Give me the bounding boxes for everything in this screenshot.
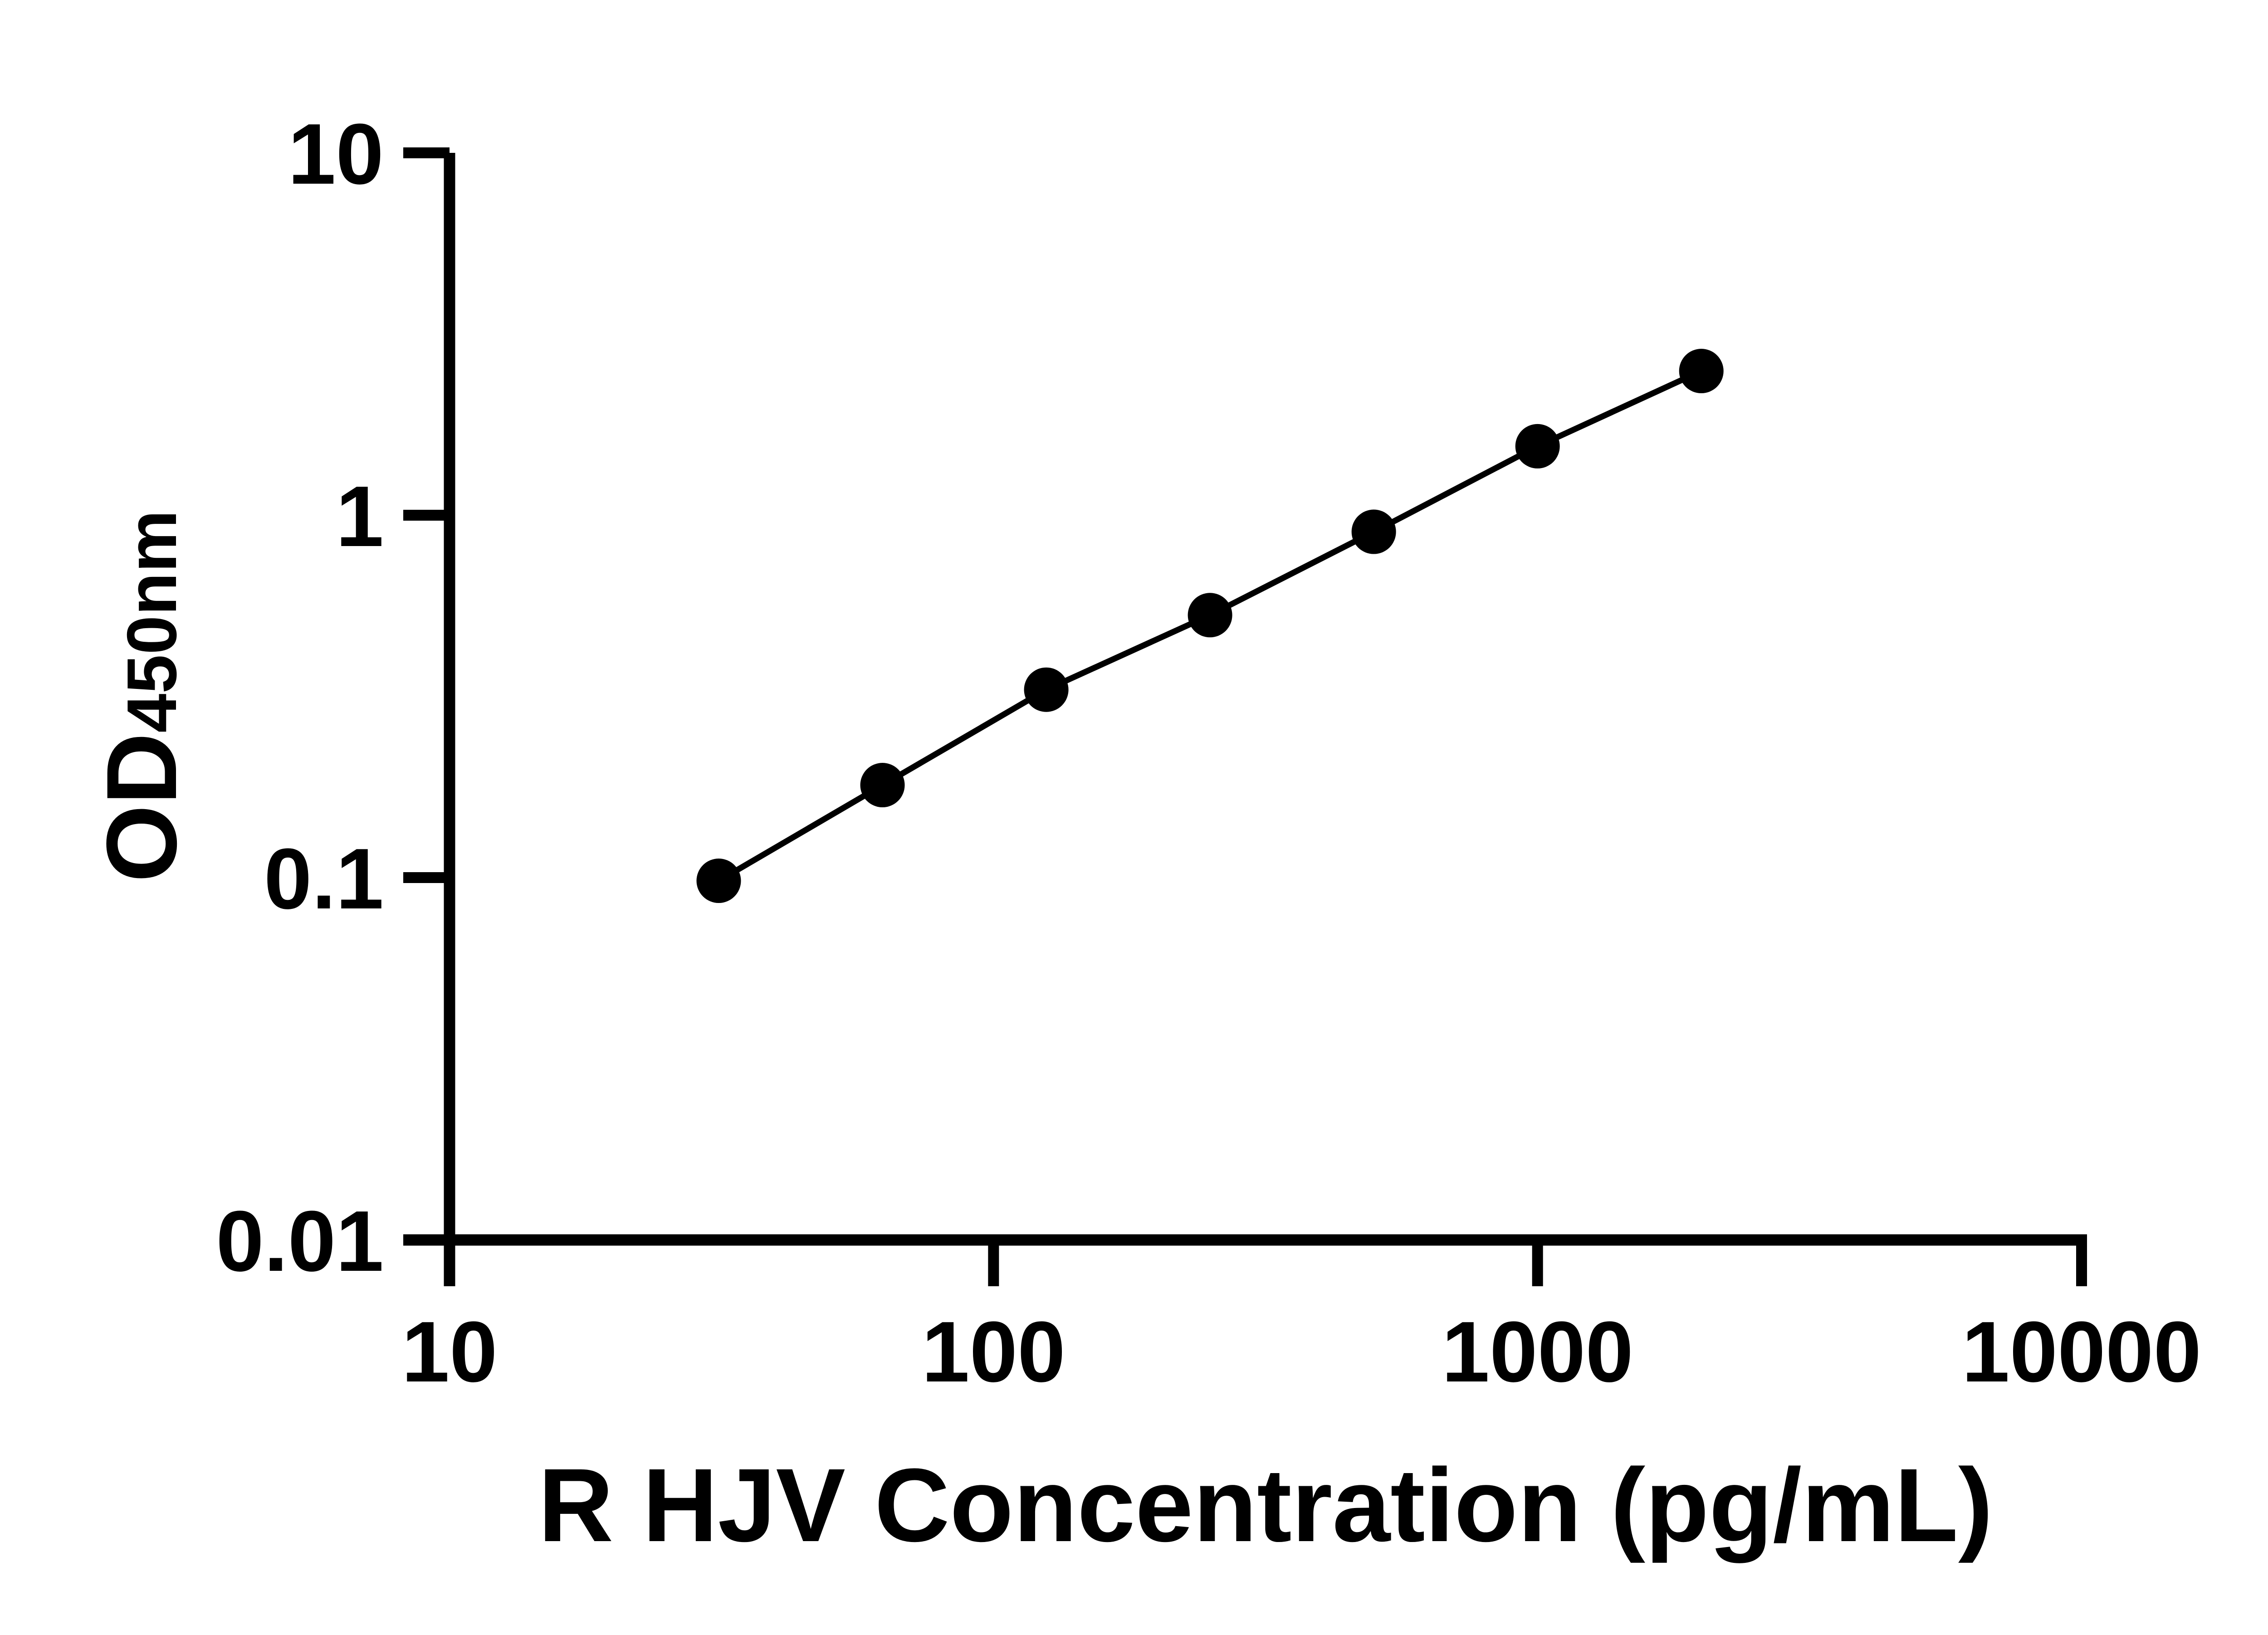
tick-labels-layer: 10 100 1000 10000 0.01 0.1 1 10 (216, 106, 2201, 1400)
x-tick-label: 1000 (1442, 1304, 1633, 1400)
data-point (1515, 424, 1560, 469)
y-tick-label: 10 (288, 106, 384, 202)
x-tick-label: 10 (401, 1304, 497, 1400)
x-tick-label: 100 (922, 1304, 1066, 1400)
y-axis-title: OD450nm (86, 510, 197, 882)
data-series-layer (696, 349, 1724, 903)
data-point (1351, 509, 1396, 554)
data-point (1024, 667, 1069, 712)
axes-layer (403, 153, 2087, 1286)
y-axis-title-subscript: 450nm (112, 510, 191, 732)
y-tick-label: 0.01 (216, 1193, 384, 1289)
y-tick-label: 1 (336, 469, 384, 565)
data-point (1188, 593, 1232, 638)
y-tick-label: 0.1 (264, 831, 384, 927)
data-point (1679, 349, 1724, 394)
tick-marks-layer (403, 147, 2087, 1286)
y-axis-title-main: OD (86, 733, 197, 883)
data-point (696, 859, 741, 903)
x-tick-label: 10000 (1962, 1304, 2201, 1400)
data-point (860, 763, 905, 808)
x-axis-title: R HJV Concentration (pg/mL) (538, 1447, 1993, 1563)
